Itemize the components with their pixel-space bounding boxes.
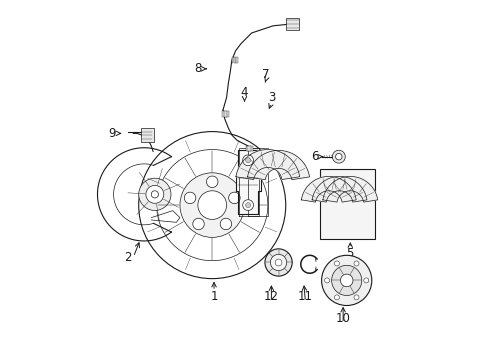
Circle shape bbox=[363, 278, 368, 283]
Bar bbox=[235, 57, 237, 63]
Circle shape bbox=[245, 203, 250, 208]
Circle shape bbox=[324, 278, 329, 283]
Circle shape bbox=[335, 153, 341, 160]
Text: 2: 2 bbox=[124, 251, 131, 264]
Circle shape bbox=[180, 173, 244, 237]
Circle shape bbox=[228, 192, 240, 204]
Text: 6: 6 bbox=[310, 150, 318, 163]
Text: 11: 11 bbox=[297, 290, 312, 303]
Bar bbox=[286, 18, 299, 31]
Bar bbox=[245, 145, 252, 151]
Circle shape bbox=[139, 178, 171, 211]
Bar bbox=[247, 145, 250, 151]
Bar bbox=[319, 169, 375, 239]
Circle shape bbox=[198, 191, 226, 220]
Circle shape bbox=[340, 274, 352, 287]
Circle shape bbox=[206, 176, 218, 188]
Circle shape bbox=[192, 218, 204, 230]
Text: 10: 10 bbox=[335, 311, 350, 325]
Polygon shape bbox=[322, 176, 377, 202]
Circle shape bbox=[331, 265, 361, 296]
Bar bbox=[233, 57, 235, 63]
Polygon shape bbox=[247, 150, 309, 180]
Bar bbox=[231, 57, 233, 63]
Bar bbox=[223, 111, 227, 117]
Text: 4: 4 bbox=[240, 86, 248, 99]
Circle shape bbox=[151, 191, 158, 198]
Circle shape bbox=[353, 295, 358, 300]
Text: 7: 7 bbox=[262, 68, 269, 81]
Circle shape bbox=[245, 158, 250, 163]
Circle shape bbox=[334, 261, 339, 266]
Bar bbox=[140, 128, 154, 142]
Circle shape bbox=[145, 185, 163, 203]
Circle shape bbox=[264, 249, 292, 276]
Circle shape bbox=[242, 200, 253, 211]
Text: 8: 8 bbox=[194, 62, 201, 75]
Polygon shape bbox=[301, 176, 355, 202]
Circle shape bbox=[220, 218, 231, 230]
Circle shape bbox=[334, 295, 339, 300]
Circle shape bbox=[184, 192, 195, 204]
Text: 9: 9 bbox=[108, 127, 115, 140]
Text: 12: 12 bbox=[264, 290, 278, 303]
Text: 3: 3 bbox=[267, 91, 275, 104]
Polygon shape bbox=[235, 149, 299, 180]
Polygon shape bbox=[235, 149, 260, 214]
Circle shape bbox=[270, 254, 286, 271]
Circle shape bbox=[321, 255, 371, 306]
Circle shape bbox=[353, 261, 358, 266]
Circle shape bbox=[242, 155, 253, 166]
Text: 1: 1 bbox=[210, 290, 217, 303]
Polygon shape bbox=[311, 176, 366, 202]
Text: 5: 5 bbox=[346, 247, 353, 260]
Circle shape bbox=[275, 259, 282, 266]
Bar bbox=[222, 111, 228, 117]
Circle shape bbox=[332, 150, 345, 163]
